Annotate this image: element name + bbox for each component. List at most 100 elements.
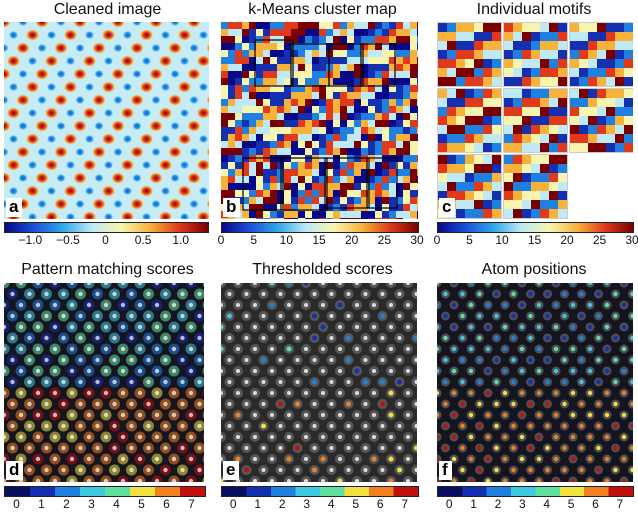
score-center [86,456,92,462]
atom-column [130,42,144,54]
cluster-cell [403,92,410,99]
motif-cell [483,191,492,200]
atom-marker [630,423,633,429]
cluster-cell [277,120,284,127]
motif-cell [522,23,531,32]
score-center [380,468,385,472]
motif-cell [504,164,513,173]
vacancy-site [160,82,171,92]
score-center [95,357,100,363]
cluster-cell [319,197,326,204]
motif-cell [615,134,624,143]
vacancy-site [198,134,209,144]
cluster-cell [340,183,347,190]
motif-cell [483,200,492,209]
colorbar-tick-label: −0.5 [56,233,80,247]
cluster-cell [361,218,368,219]
atom-marker [604,346,610,352]
score-blob [4,299,10,311]
score-center [253,325,257,329]
cluster-cell [368,183,375,190]
motif-cell [438,116,447,125]
cluster-cell [403,106,410,113]
atom-marker [562,467,567,473]
score-center [287,303,291,307]
cluster-cell [326,134,333,141]
cluster-cell [235,92,242,99]
score-center [414,402,417,406]
cluster-cell [375,218,382,219]
vacancy-site [170,173,180,183]
cluster-cell [410,218,417,219]
score-blob [221,300,226,310]
atom-marker [613,467,618,473]
threshold-mark [312,379,317,385]
motif-cell [483,125,492,134]
cluster-cell [361,43,368,50]
cluster-cell [389,218,396,219]
motif-cell [447,182,456,191]
cluster-cell [375,50,382,57]
cluster-cell [256,169,263,176]
motif-cell [570,98,579,107]
cluster-cell [284,162,291,169]
colorbar-tick-label: 0 [433,233,441,247]
cluster-cell [291,113,298,120]
score-center [78,291,83,297]
atom-marker [502,302,508,308]
score-center [95,313,100,319]
motif-cell [447,116,456,125]
cluster-cell [249,169,256,176]
cluster-cell [235,127,242,134]
score-center [95,379,100,385]
cluster-cell [389,120,396,127]
motif-cell [456,89,465,98]
atom-marker [579,291,584,297]
cluster-cell [284,176,291,183]
atom-marker [511,291,516,297]
atom-column [206,95,209,105]
cluster-cell [375,169,382,176]
cluster-cell [277,113,284,120]
colorbar-d [4,486,206,497]
cluster-cell [354,29,361,36]
atom-marker [621,324,627,330]
cluster-cell [389,176,396,183]
score-center [112,379,117,385]
cluster-cell [298,211,305,218]
motif-cell [549,41,558,50]
motif-cell [549,50,558,59]
motif-cell [438,77,447,86]
vacancy-site [75,95,85,105]
score-center [338,283,342,285]
cluster-cell [396,120,403,127]
score-center [321,479,325,482]
cluster-cell [228,22,235,29]
motif-cell [438,98,447,107]
motif-cell [570,134,579,143]
score-center [86,434,92,440]
cluster-cell [256,113,263,120]
motif-cell [597,59,606,68]
colorbar-tick-label: 0 [217,233,225,247]
threshold-mark [346,335,351,341]
vacancy-site [151,95,161,105]
cluster-cell [235,148,242,155]
atom-marker [553,283,559,286]
cluster-cell [340,29,347,36]
motif-cell [531,164,540,173]
colorbar-a-ticks: −1.0 −0.5 0 0.5 1.0 [4,233,207,249]
vacancy-site [208,123,209,129]
score-center [312,424,317,428]
motif-cell [606,98,615,107]
motif-cell [504,77,513,86]
atom-marker [587,412,593,418]
colorbar-tick-label: 6 [376,497,384,511]
motif-tile [503,22,568,87]
atom-marker [613,445,618,451]
colorbar-tick-label: 1 [38,497,45,511]
vacancy-site [132,121,142,131]
cluster-cell [354,113,361,120]
cluster-cell [242,43,249,50]
cluster-cell [305,106,312,113]
